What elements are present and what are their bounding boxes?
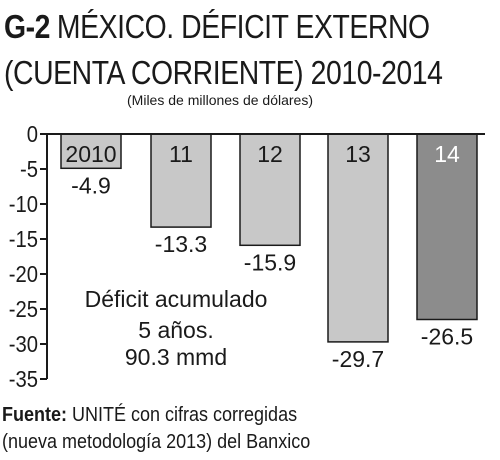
bar-value-label: -4.9 <box>71 172 111 198</box>
figure-id: G-2 <box>4 8 51 45</box>
y-tick-label: -30 <box>9 331 38 358</box>
bar-category-label: 2010 <box>65 141 116 167</box>
annotation-line: 5 años. <box>138 317 213 343</box>
bar <box>150 133 212 228</box>
source-text-1: UNITÉ con cifras corregidas <box>72 404 298 426</box>
source-line-1: Fuente: UNITÉ con cifras corregidas <box>2 402 310 429</box>
annotation-line: Déficit acumulado <box>85 286 268 312</box>
units-subtitle: (Miles de millones de dólares) <box>127 92 313 108</box>
bar-category-label: 14 <box>434 141 460 167</box>
y-tick-label: 0 <box>27 121 38 148</box>
bar-category-label: 11 <box>169 141 193 167</box>
chart-title: G-2 MÉXICO. DÉFICIT EXTERNO (CUENTA CORRI… <box>4 4 443 96</box>
y-tick-label: -10 <box>9 191 38 218</box>
bar <box>60 133 122 170</box>
bar-category-label: 12 <box>257 141 283 167</box>
bar-category-label: 13 <box>345 141 371 167</box>
annotation-line: 90.3 mmd <box>125 344 227 370</box>
y-tick-label: -15 <box>9 226 38 253</box>
source-label: Fuente: <box>2 404 67 426</box>
bar <box>239 133 301 247</box>
y-tick-label: -35 <box>9 366 38 393</box>
bar-value-label: -26.5 <box>421 324 473 350</box>
title-text-1: MÉXICO. DÉFICIT EXTERNO <box>56 8 430 45</box>
bar-value-label: -29.7 <box>332 346 384 372</box>
bar-chart: 0 -5 -10 -15 -20 -25 -30 -35 2010 -4.9 11 -13.3 12 -1… <box>9 121 485 393</box>
bar-value-label: -15.9 <box>244 249 296 275</box>
title-line-2: (CUENTA CORRIENTE) 2010-2014 <box>4 54 443 91</box>
y-tick-label: -25 <box>9 296 38 323</box>
source-note: Fuente: UNITÉ con cifras corregidas (nue… <box>2 402 310 456</box>
y-tick-label: -20 <box>9 261 38 288</box>
source-line-2: (nueva metodología 2013) del Banxico <box>2 431 311 453</box>
y-tick-label: -5 <box>20 156 38 183</box>
bar-value-label: -13.3 <box>155 231 207 257</box>
title-line-1: G-2 MÉXICO. DÉFICIT EXTERNO <box>4 4 430 50</box>
